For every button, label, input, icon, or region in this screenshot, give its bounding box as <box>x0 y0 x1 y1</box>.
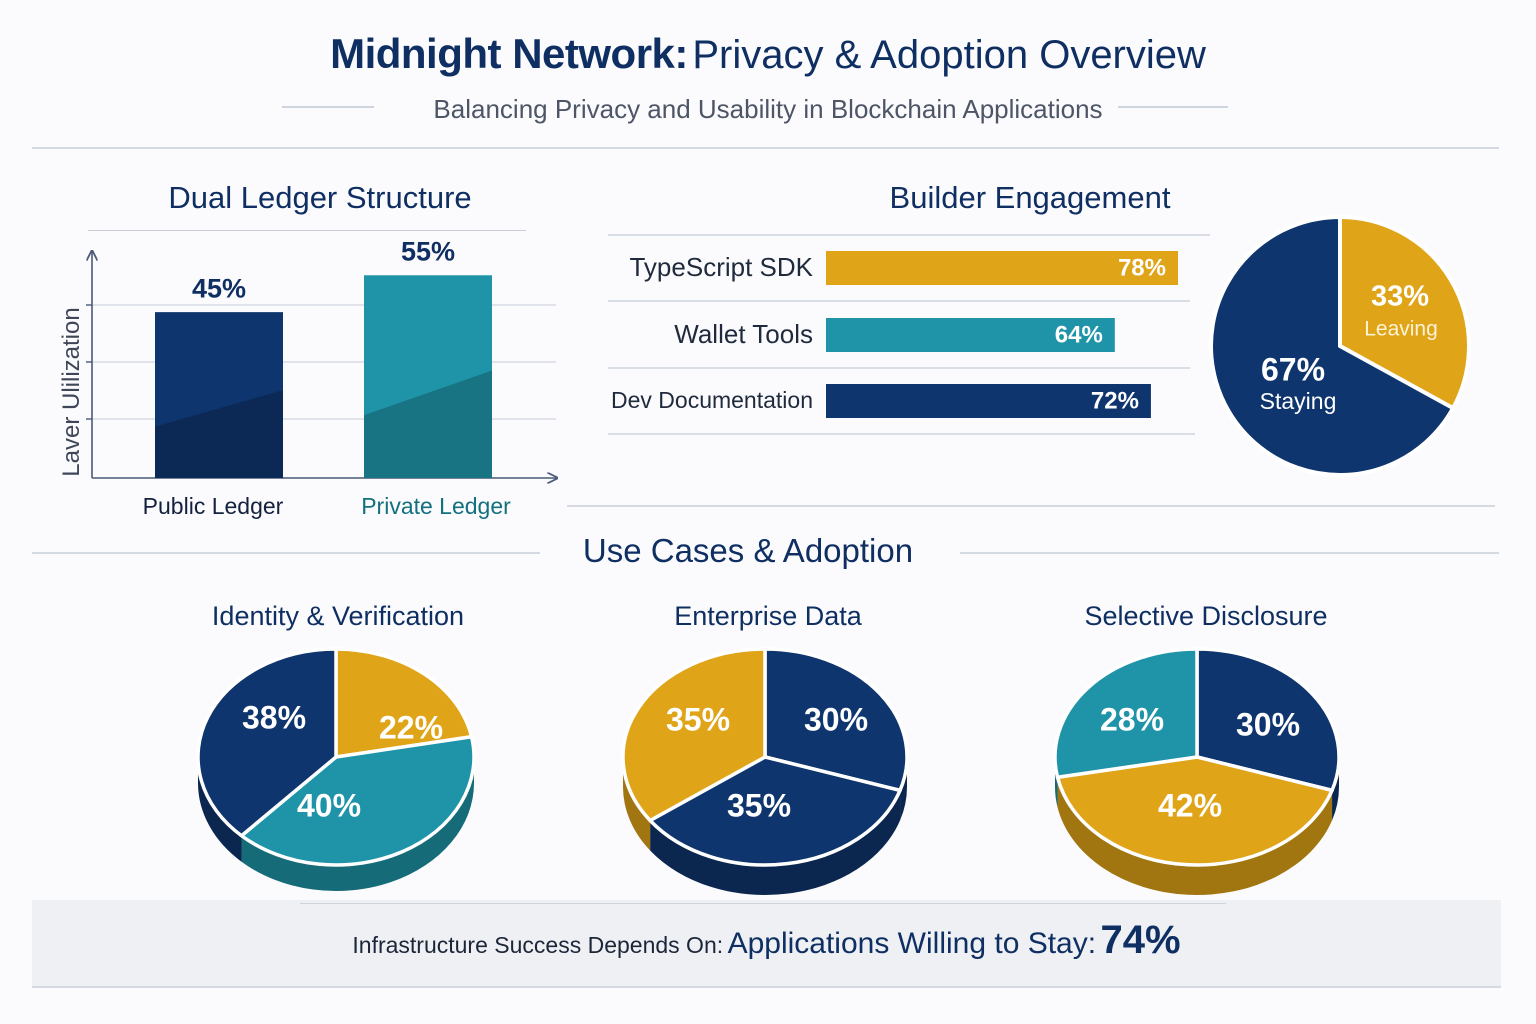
retention-staying-label: Staying <box>1260 388 1337 414</box>
enterprise-data-pie: 30% 35% 35% <box>621 647 909 896</box>
pie-value-label-1: 40% <box>297 787 361 823</box>
pie-slice-0 <box>763 647 909 793</box>
footer-value: 74% <box>1100 918 1181 962</box>
use-cases-rule-right <box>960 552 1499 554</box>
page-subtitle: Balancing Privacy and Usability in Block… <box>433 94 1103 124</box>
pie-value-label-1: 42% <box>1158 787 1222 823</box>
subtitle-rule-left <box>282 106 374 108</box>
bar-1-shade <box>364 370 492 478</box>
bar-chart-title-rule <box>88 230 526 231</box>
pie-value-label-0: 22% <box>379 709 443 745</box>
bar-value-label-1: 55% <box>401 236 455 266</box>
y-axis-label: Laver Ulilization <box>58 307 85 476</box>
engagement-title: Builder Engagement <box>889 180 1171 215</box>
pie-value-label-2: 28% <box>1100 701 1164 737</box>
hbar-value-label-1: 64% <box>1055 321 1103 348</box>
retention-staying-value: 67% <box>1261 351 1325 387</box>
bar-0-shade <box>155 390 283 478</box>
builder-engagement-chart: 78% 64% 72% <box>608 234 1210 435</box>
category-private-ledger: Private Ledger <box>361 493 511 519</box>
pie-value-label-2: 35% <box>666 701 730 737</box>
retention-slice-1 <box>1209 214 1456 477</box>
hbar-label-wallet: Wallet Tools <box>674 319 813 349</box>
pie-value-label-0: 30% <box>1236 706 1300 742</box>
hbar-label-docs: Dev Documentation <box>611 387 813 413</box>
retention-leaving-label: Leaving <box>1364 318 1438 341</box>
pie-slice-1 <box>239 735 476 867</box>
identity-verification-pie: 22% 40% 38% <box>196 647 476 892</box>
footer-lead: Infrastructure Success Depends On: <box>352 932 724 958</box>
enterprise-pie-title: Enterprise Data <box>674 601 862 631</box>
footer-top-rule <box>300 903 1226 904</box>
pie-slice-2 <box>1053 647 1199 779</box>
use-cases-title: Use Cases & Adoption <box>582 532 914 569</box>
pie-side-1 <box>241 757 474 892</box>
header-divider <box>32 147 1499 149</box>
hbar-value-label-2: 72% <box>1091 387 1139 414</box>
retention-pie: 33% Leaving 67%Staying <box>1209 214 1471 477</box>
pie-value-label-2: 38% <box>242 699 306 735</box>
pie-side-1 <box>650 790 901 896</box>
identity-pie-title: Identity & Verification <box>211 601 465 631</box>
subtitle-rule-right <box>1118 106 1228 108</box>
dual-ledger-chart: Laver Ulilization 45% 55% <box>58 236 556 478</box>
retention-leaving-value: 33% <box>1371 281 1429 313</box>
selective-pie-title: Selective Disclosure <box>1084 601 1328 631</box>
hbar-1 <box>826 318 1115 352</box>
selective-disclosure-pie: 30% 42% 28% <box>1053 647 1341 895</box>
hbar-0 <box>826 251 1178 285</box>
pie-slice-2 <box>196 647 338 838</box>
pie-side-0 <box>1332 757 1339 821</box>
footer-main: Applications Willing to Stay: <box>727 927 1097 960</box>
title-bold: Midnight Network: <box>330 30 688 77</box>
pie-slice-2 <box>621 647 767 823</box>
hbar-2 <box>826 384 1151 418</box>
pie-side-2 <box>198 757 242 862</box>
pie-side-1 <box>1057 777 1333 895</box>
pie-value-label-1: 35% <box>727 787 791 823</box>
hbar-label-typescript: TypeScript SDK <box>629 252 813 282</box>
bar-chart-title: Dual Ledger Structure <box>168 180 472 215</box>
use-cases-rule-left <box>32 552 540 554</box>
pie-slice-1 <box>1055 755 1334 867</box>
pie-slice-0 <box>1195 647 1341 793</box>
pie-slice-1 <box>648 755 902 867</box>
page-title: Midnight Network: Privacy & Adoption Ove… <box>0 30 1536 78</box>
footer-banner <box>32 900 1501 988</box>
title-light: Privacy & Adoption Overview <box>692 33 1206 77</box>
bar-value-label-0: 45% <box>192 273 246 303</box>
footer-text: Infrastructure Success Depends On: Appli… <box>32 918 1501 963</box>
category-public-ledger: Public Ledger <box>142 493 284 519</box>
pie-side-0 <box>900 757 907 821</box>
pie-value-label-0: 30% <box>804 701 868 737</box>
top-section-divider <box>567 505 1495 507</box>
hbar-value-label-0: 78% <box>1118 254 1166 281</box>
pie-slice-0 <box>334 647 474 759</box>
retention-slice-0 <box>1338 214 1471 411</box>
